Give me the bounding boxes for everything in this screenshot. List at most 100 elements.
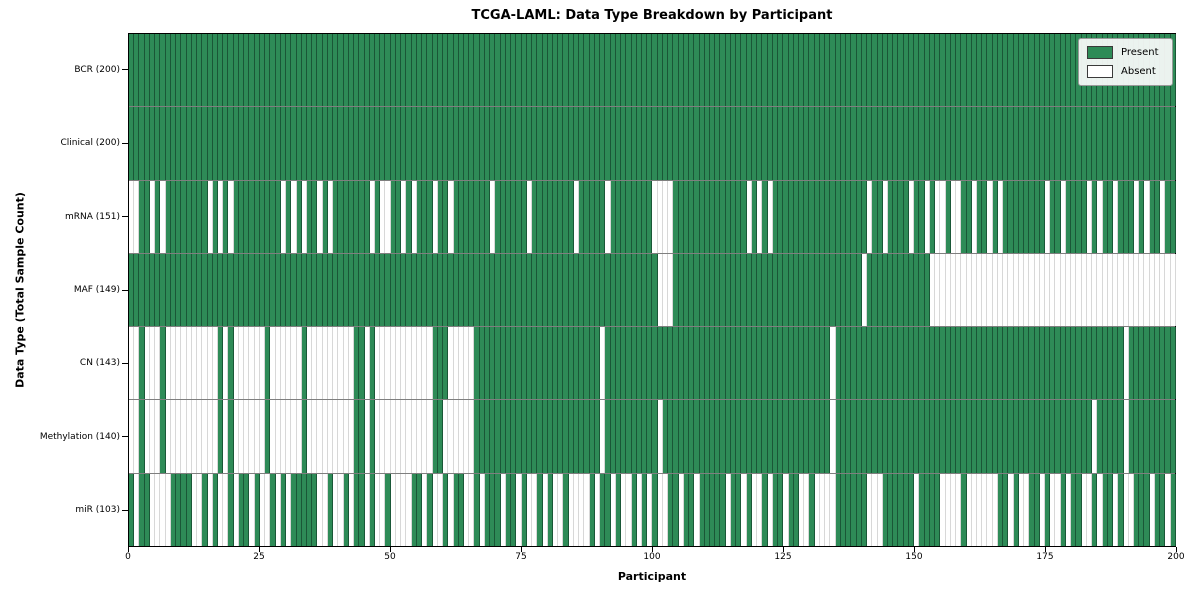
heatmap-cell: [359, 473, 365, 546]
heatmap-cell: [573, 253, 580, 327]
heatmap-cell: [155, 400, 161, 473]
heatmap-cell: [903, 327, 909, 400]
heatmap-cell: [233, 34, 239, 107]
heatmap-cell: [464, 400, 470, 473]
heatmap-cell: [291, 473, 297, 546]
heatmap-cell: [809, 327, 815, 400]
heatmap-cell: [788, 253, 794, 327]
heatmap-cell: [406, 400, 412, 473]
heatmap-cell: [778, 473, 784, 546]
heatmap-cell: [673, 34, 679, 107]
heatmap-cell: [333, 180, 339, 253]
heatmap-cell: [144, 107, 150, 180]
heatmap-cell: [1102, 400, 1108, 473]
heatmap-cell: [1107, 180, 1114, 253]
heatmap-cell: [626, 400, 632, 473]
heatmap-cell: [254, 107, 260, 180]
x-tick-mark: [913, 547, 915, 552]
heatmap-cell: [610, 180, 616, 253]
heatmap-cell: [966, 107, 972, 180]
heatmap-cell: [490, 327, 496, 400]
heatmap-cell: [1018, 34, 1025, 107]
heatmap-cell: [1045, 253, 1051, 327]
heatmap-cell: [652, 327, 658, 400]
heatmap-cell: [1008, 400, 1014, 473]
heatmap-cell: [537, 253, 543, 327]
heatmap-cell: [443, 253, 449, 327]
heatmap-cell: [322, 107, 328, 180]
heatmap-cell: [872, 473, 878, 546]
heatmap-cell: [296, 473, 302, 546]
heatmap-cell: [259, 107, 266, 180]
x-tick-label: 125: [774, 552, 792, 562]
heatmap-cell: [364, 107, 370, 180]
heatmap-cell: [474, 107, 480, 180]
heatmap-cell: [746, 400, 752, 473]
heatmap-cell: [547, 34, 553, 107]
heatmap-cell: [992, 327, 998, 400]
heatmap-cell: [861, 253, 868, 327]
heatmap-cell: [1134, 400, 1140, 473]
legend-swatch-absent: [1087, 65, 1113, 78]
heatmap-cell: [605, 400, 611, 473]
heatmap-cell: [621, 34, 627, 107]
heatmap-cell: [244, 400, 250, 473]
heatmap-cell: [343, 180, 349, 253]
heatmap-cell: [369, 34, 376, 107]
heatmap-cell: [406, 473, 412, 546]
heatmap-cell: [621, 107, 627, 180]
heatmap-cell: [390, 473, 396, 546]
heatmap-cell: [170, 327, 177, 400]
heatmap-cell: [1029, 253, 1035, 327]
heatmap-cell: [966, 327, 972, 400]
heatmap-cell: [390, 253, 396, 327]
heatmap-cell: [469, 327, 475, 400]
heatmap-cell: [757, 107, 763, 180]
heatmap-cell: [265, 400, 271, 473]
heatmap-cell: [301, 253, 307, 327]
heatmap-cell: [254, 180, 260, 253]
heatmap-cell: [961, 180, 967, 253]
heatmap-cell: [1055, 327, 1061, 400]
heatmap-cell: [238, 327, 245, 400]
heatmap-cell: [1065, 180, 1072, 253]
heatmap-cell: [369, 327, 376, 400]
heatmap-cell: [799, 253, 805, 327]
heatmap-cell: [343, 327, 349, 400]
heatmap-cell: [563, 107, 569, 180]
heatmap-cell: [552, 180, 559, 253]
heatmap-cell: [793, 473, 799, 546]
heatmap-cell: [579, 107, 585, 180]
heatmap-cell: [333, 473, 339, 546]
heatmap-cell: [1029, 180, 1035, 253]
heatmap-cell: [846, 34, 852, 107]
heatmap-cell: [411, 400, 417, 473]
heatmap-cell: [814, 107, 820, 180]
heatmap-cell: [380, 327, 386, 400]
heatmap-cell: [223, 400, 229, 473]
heatmap-cell: [291, 253, 297, 327]
heatmap-cell: [835, 400, 841, 473]
heatmap-cell: [1128, 327, 1134, 400]
heatmap-cell: [537, 327, 543, 400]
heatmap-cell: [961, 327, 967, 400]
heatmap-cell: [762, 34, 768, 107]
heatmap-cell: [160, 253, 166, 327]
heatmap-cell: [333, 327, 339, 400]
heatmap-cell: [867, 34, 873, 107]
heatmap-cell: [961, 253, 967, 327]
heatmap-row-mir: [129, 472, 1176, 546]
heatmap-cell: [364, 473, 370, 546]
heatmap-cell: [354, 400, 360, 473]
heatmap-cell: [961, 473, 967, 546]
heatmap-cell: [987, 253, 993, 327]
heatmap-cell: [458, 34, 464, 107]
heatmap-cell: [945, 253, 951, 327]
heatmap-cell: [568, 34, 574, 107]
heatmap-cell: [526, 473, 533, 546]
heatmap-cell: [1065, 473, 1072, 546]
heatmap-cell: [280, 400, 287, 473]
heatmap-cell: [197, 400, 203, 473]
heatmap-cell: [170, 253, 177, 327]
heatmap-cell: [134, 107, 140, 180]
